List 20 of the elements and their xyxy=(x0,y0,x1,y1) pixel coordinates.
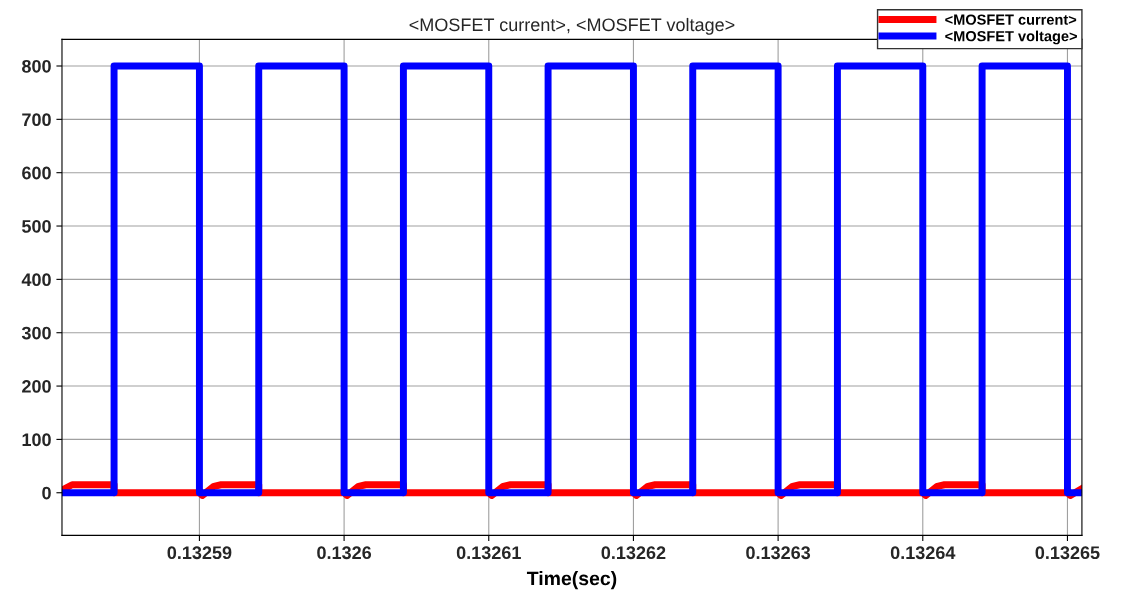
y-tick-label: 300 xyxy=(21,326,51,340)
chart-title: <MOSFET current>, <MOSFET voltage> xyxy=(409,17,735,35)
x-tick-label: 0.13263 xyxy=(746,546,811,560)
x-tick-label: 0.13259 xyxy=(167,546,232,560)
x-tick-label: 0.1326 xyxy=(317,546,372,560)
x-tick-label: 0.13261 xyxy=(456,546,521,560)
y-tick-label: 700 xyxy=(22,113,51,127)
y-tick-label: 100 xyxy=(22,433,51,447)
y-tick-label: 200 xyxy=(22,380,51,393)
y-tick-label: 500 xyxy=(22,219,51,233)
legend-label: <MOSFET current> xyxy=(945,14,1077,25)
x-tick-label: 0.13264 xyxy=(890,546,956,560)
y-tick-label: 800 xyxy=(22,59,51,73)
x-axis-title: Time(sec) xyxy=(526,571,617,590)
y-tick-label: 400 xyxy=(21,273,51,287)
y-tick-label: 600 xyxy=(22,166,51,180)
x-tick-label: 0.13265 xyxy=(1035,546,1100,560)
legend-label: <MOSFET voltage> xyxy=(945,30,1077,45)
x-tick-label: 0.13262 xyxy=(601,546,666,560)
y-tick-label: 0 xyxy=(42,486,51,500)
